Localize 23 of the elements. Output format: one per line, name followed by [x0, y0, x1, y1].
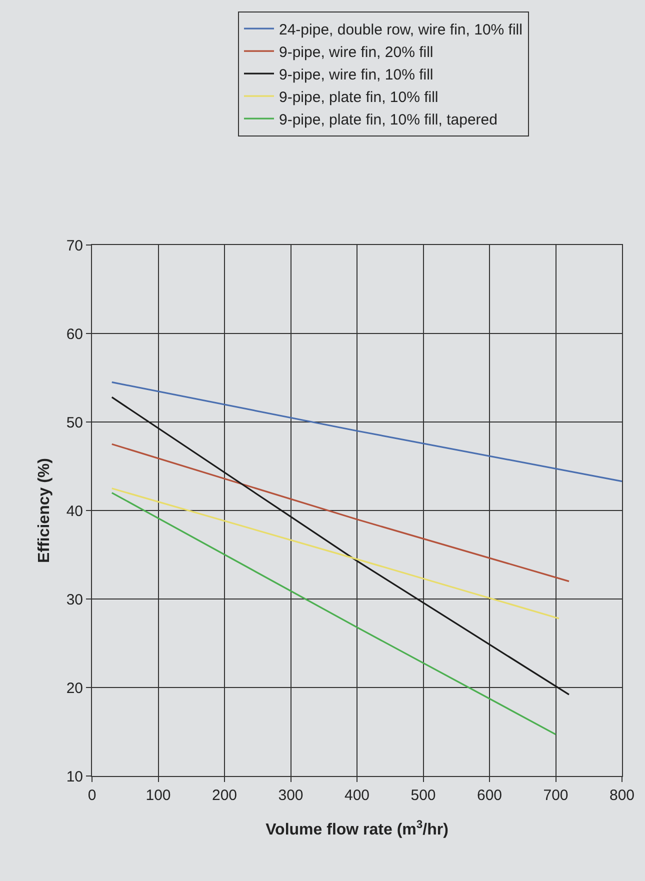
y-axis-title: Efficiency (%) [36, 458, 54, 563]
y-tick-label: 30 [66, 591, 83, 608]
y-tick-label: 10 [66, 768, 83, 786]
x-tick-label: 0 [88, 787, 96, 804]
y-tick-label: 40 [66, 502, 83, 520]
y-tick-label: 60 [66, 326, 83, 343]
y-tick-label: 20 [66, 680, 83, 697]
y-tick-label: 50 [66, 414, 83, 432]
x-tick-label: 800 [609, 787, 635, 804]
x-axis-title: Volume flow rate (m$^{3}$/hr) [266, 818, 448, 839]
x-tick-label: 700 [543, 787, 568, 804]
x-tick-label: 100 [146, 787, 171, 804]
legend-label: 24-pipe, double row, wire fin, 10% fill [279, 21, 522, 38]
x-tick-label: 600 [476, 787, 502, 804]
x-tick-label: 300 [278, 787, 304, 804]
legend-label: 9-pipe, plate fin, 10% fill, tapered [279, 111, 498, 128]
legend-label: 9-pipe, plate fin, 10% fill [279, 88, 438, 106]
y-tick-label: 70 [66, 237, 83, 254]
legend-label: 9-pipe, wire fin, 10% fill [279, 66, 434, 84]
x-tick-label: 200 [212, 787, 238, 804]
legend-label: 9-pipe, wire fin, 20% fill [279, 44, 434, 61]
x-tick-label: 500 [410, 787, 436, 804]
x-tick-label: 400 [344, 787, 370, 804]
